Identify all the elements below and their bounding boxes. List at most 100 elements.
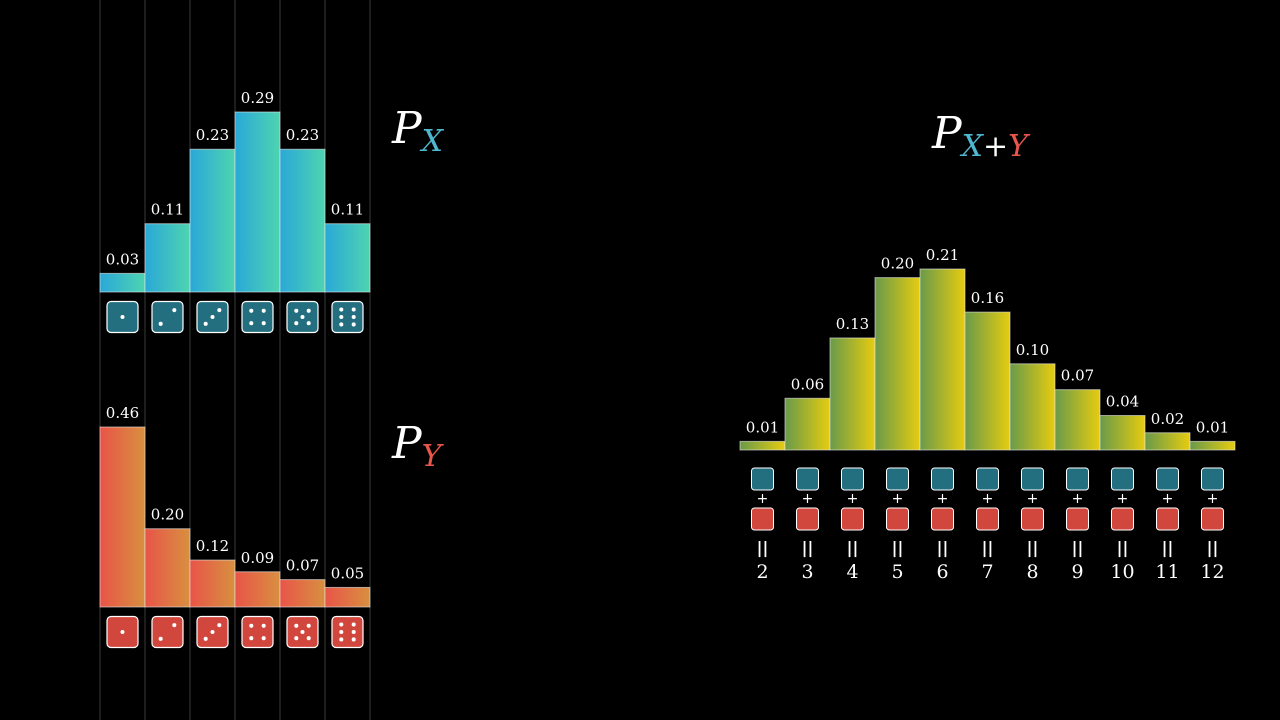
bar-value-label: 0.02 xyxy=(1151,410,1184,428)
y-die-icon xyxy=(1066,507,1089,531)
y-die-icon xyxy=(886,507,909,531)
x-die-icon xyxy=(1156,467,1179,491)
bar xyxy=(1189,440,1236,451)
bar-value-label: 0.07 xyxy=(1061,367,1094,385)
equals-sign: || xyxy=(847,538,859,558)
plus-sign: + xyxy=(892,491,904,507)
bar xyxy=(99,426,146,608)
bar xyxy=(279,148,326,293)
bar-value-label: 0.23 xyxy=(286,126,319,144)
bar xyxy=(234,571,281,608)
title-px: PX xyxy=(391,103,445,159)
sum-tick-label: 11 xyxy=(1155,561,1179,583)
x-die-icon xyxy=(886,467,909,491)
plus-sign: + xyxy=(982,491,994,507)
bar-value-label: 0.13 xyxy=(836,315,869,333)
equals-sign: || xyxy=(1072,538,1084,558)
x-die-icon xyxy=(931,467,954,491)
die-face-2-icon xyxy=(151,300,184,334)
bar-value-label: 0.12 xyxy=(196,537,229,555)
bar-value-label: 0.01 xyxy=(1196,418,1229,436)
bar-value-label: 0.07 xyxy=(286,557,319,575)
die-face-4-icon xyxy=(241,300,274,334)
sum-tick-label: 5 xyxy=(891,561,903,583)
title-py: PY xyxy=(391,418,445,474)
die-face-4-icon xyxy=(241,615,274,649)
die-face-5-icon xyxy=(286,615,319,649)
bar xyxy=(279,579,326,608)
y-die-icon xyxy=(841,507,864,531)
bar-value-label: 0.10 xyxy=(1016,341,1049,359)
bar-value-label: 0.05 xyxy=(331,564,364,582)
die-face-6-icon xyxy=(331,615,364,649)
equals-sign: || xyxy=(802,538,814,558)
bar-value-label: 0.01 xyxy=(746,418,779,436)
bar xyxy=(144,223,191,293)
plus-sign: + xyxy=(802,491,814,507)
bar xyxy=(234,111,281,293)
sum-tick-label: 8 xyxy=(1026,561,1038,583)
plus-sign: + xyxy=(1117,491,1129,507)
die-face-1-icon xyxy=(106,300,139,334)
bar xyxy=(1054,389,1101,451)
bar-value-label: 0.20 xyxy=(881,255,914,273)
bar-value-label: 0.04 xyxy=(1106,393,1139,411)
bar xyxy=(324,223,371,293)
y-die-icon xyxy=(1201,507,1224,531)
sum-tick-label: 10 xyxy=(1110,561,1134,583)
sum-tick-label: 9 xyxy=(1071,561,1083,583)
chart-px: 0.03 0.11 0.23 0.29 0.23 0.11 xyxy=(99,89,371,334)
sum-tick-label: 6 xyxy=(936,561,948,583)
y-die-icon xyxy=(1156,507,1179,531)
bar xyxy=(99,272,146,293)
plus-sign: + xyxy=(1207,491,1219,507)
y-die-icon xyxy=(1111,507,1134,531)
x-die-icon xyxy=(1111,467,1134,491)
bar-value-label: 0.11 xyxy=(151,201,184,219)
bar xyxy=(784,397,831,451)
x-die-icon xyxy=(1021,467,1044,491)
bar xyxy=(324,586,371,608)
bar xyxy=(144,528,191,608)
y-die-icon xyxy=(931,507,954,531)
equals-sign: || xyxy=(757,538,769,558)
bar xyxy=(189,148,236,293)
sum-tick-label: 2 xyxy=(756,561,768,583)
plus-sign: + xyxy=(1072,491,1084,507)
title-px-plus-y: PX+Y xyxy=(931,108,1031,164)
die-face-6-icon xyxy=(331,300,364,334)
die-face-1-icon xyxy=(106,615,139,649)
plus-sign: + xyxy=(937,491,949,507)
sum-tick-label: 4 xyxy=(846,561,858,583)
y-die-icon xyxy=(796,507,819,531)
plus-sign: + xyxy=(1162,491,1174,507)
equals-sign: || xyxy=(1162,538,1174,558)
die-face-3-icon xyxy=(196,615,229,649)
column-gridlines xyxy=(99,0,371,720)
plus-sign: + xyxy=(1027,491,1039,507)
bar-value-label: 0.11 xyxy=(331,201,364,219)
bar-value-label: 0.21 xyxy=(926,246,959,264)
die-face-5-icon xyxy=(286,300,319,334)
x-die-icon xyxy=(796,467,819,491)
chart-px-plus-y: 0.01 + || 2 0.06 + || 3 0.13 + || 4 0.20 + || 5 0.21 + || 6… xyxy=(739,246,1236,583)
equals-sign: || xyxy=(937,538,949,558)
x-die-icon xyxy=(1201,467,1224,491)
bar xyxy=(1099,415,1146,451)
y-die-icon xyxy=(751,507,774,531)
bar xyxy=(919,268,966,451)
equals-sign: || xyxy=(1117,538,1129,558)
equals-sign: || xyxy=(1207,538,1219,558)
sum-tick-label: 12 xyxy=(1200,561,1224,583)
x-die-icon xyxy=(976,467,999,491)
bar-value-label: 0.46 xyxy=(106,404,139,422)
y-die-icon xyxy=(1021,507,1044,531)
equals-sign: || xyxy=(892,538,904,558)
bar-value-label: 0.23 xyxy=(196,126,229,144)
x-die-icon xyxy=(751,467,774,491)
bar-value-label: 0.16 xyxy=(971,289,1004,307)
die-face-3-icon xyxy=(196,300,229,334)
bar xyxy=(1144,432,1191,451)
sum-tick-label: 3 xyxy=(801,561,813,583)
